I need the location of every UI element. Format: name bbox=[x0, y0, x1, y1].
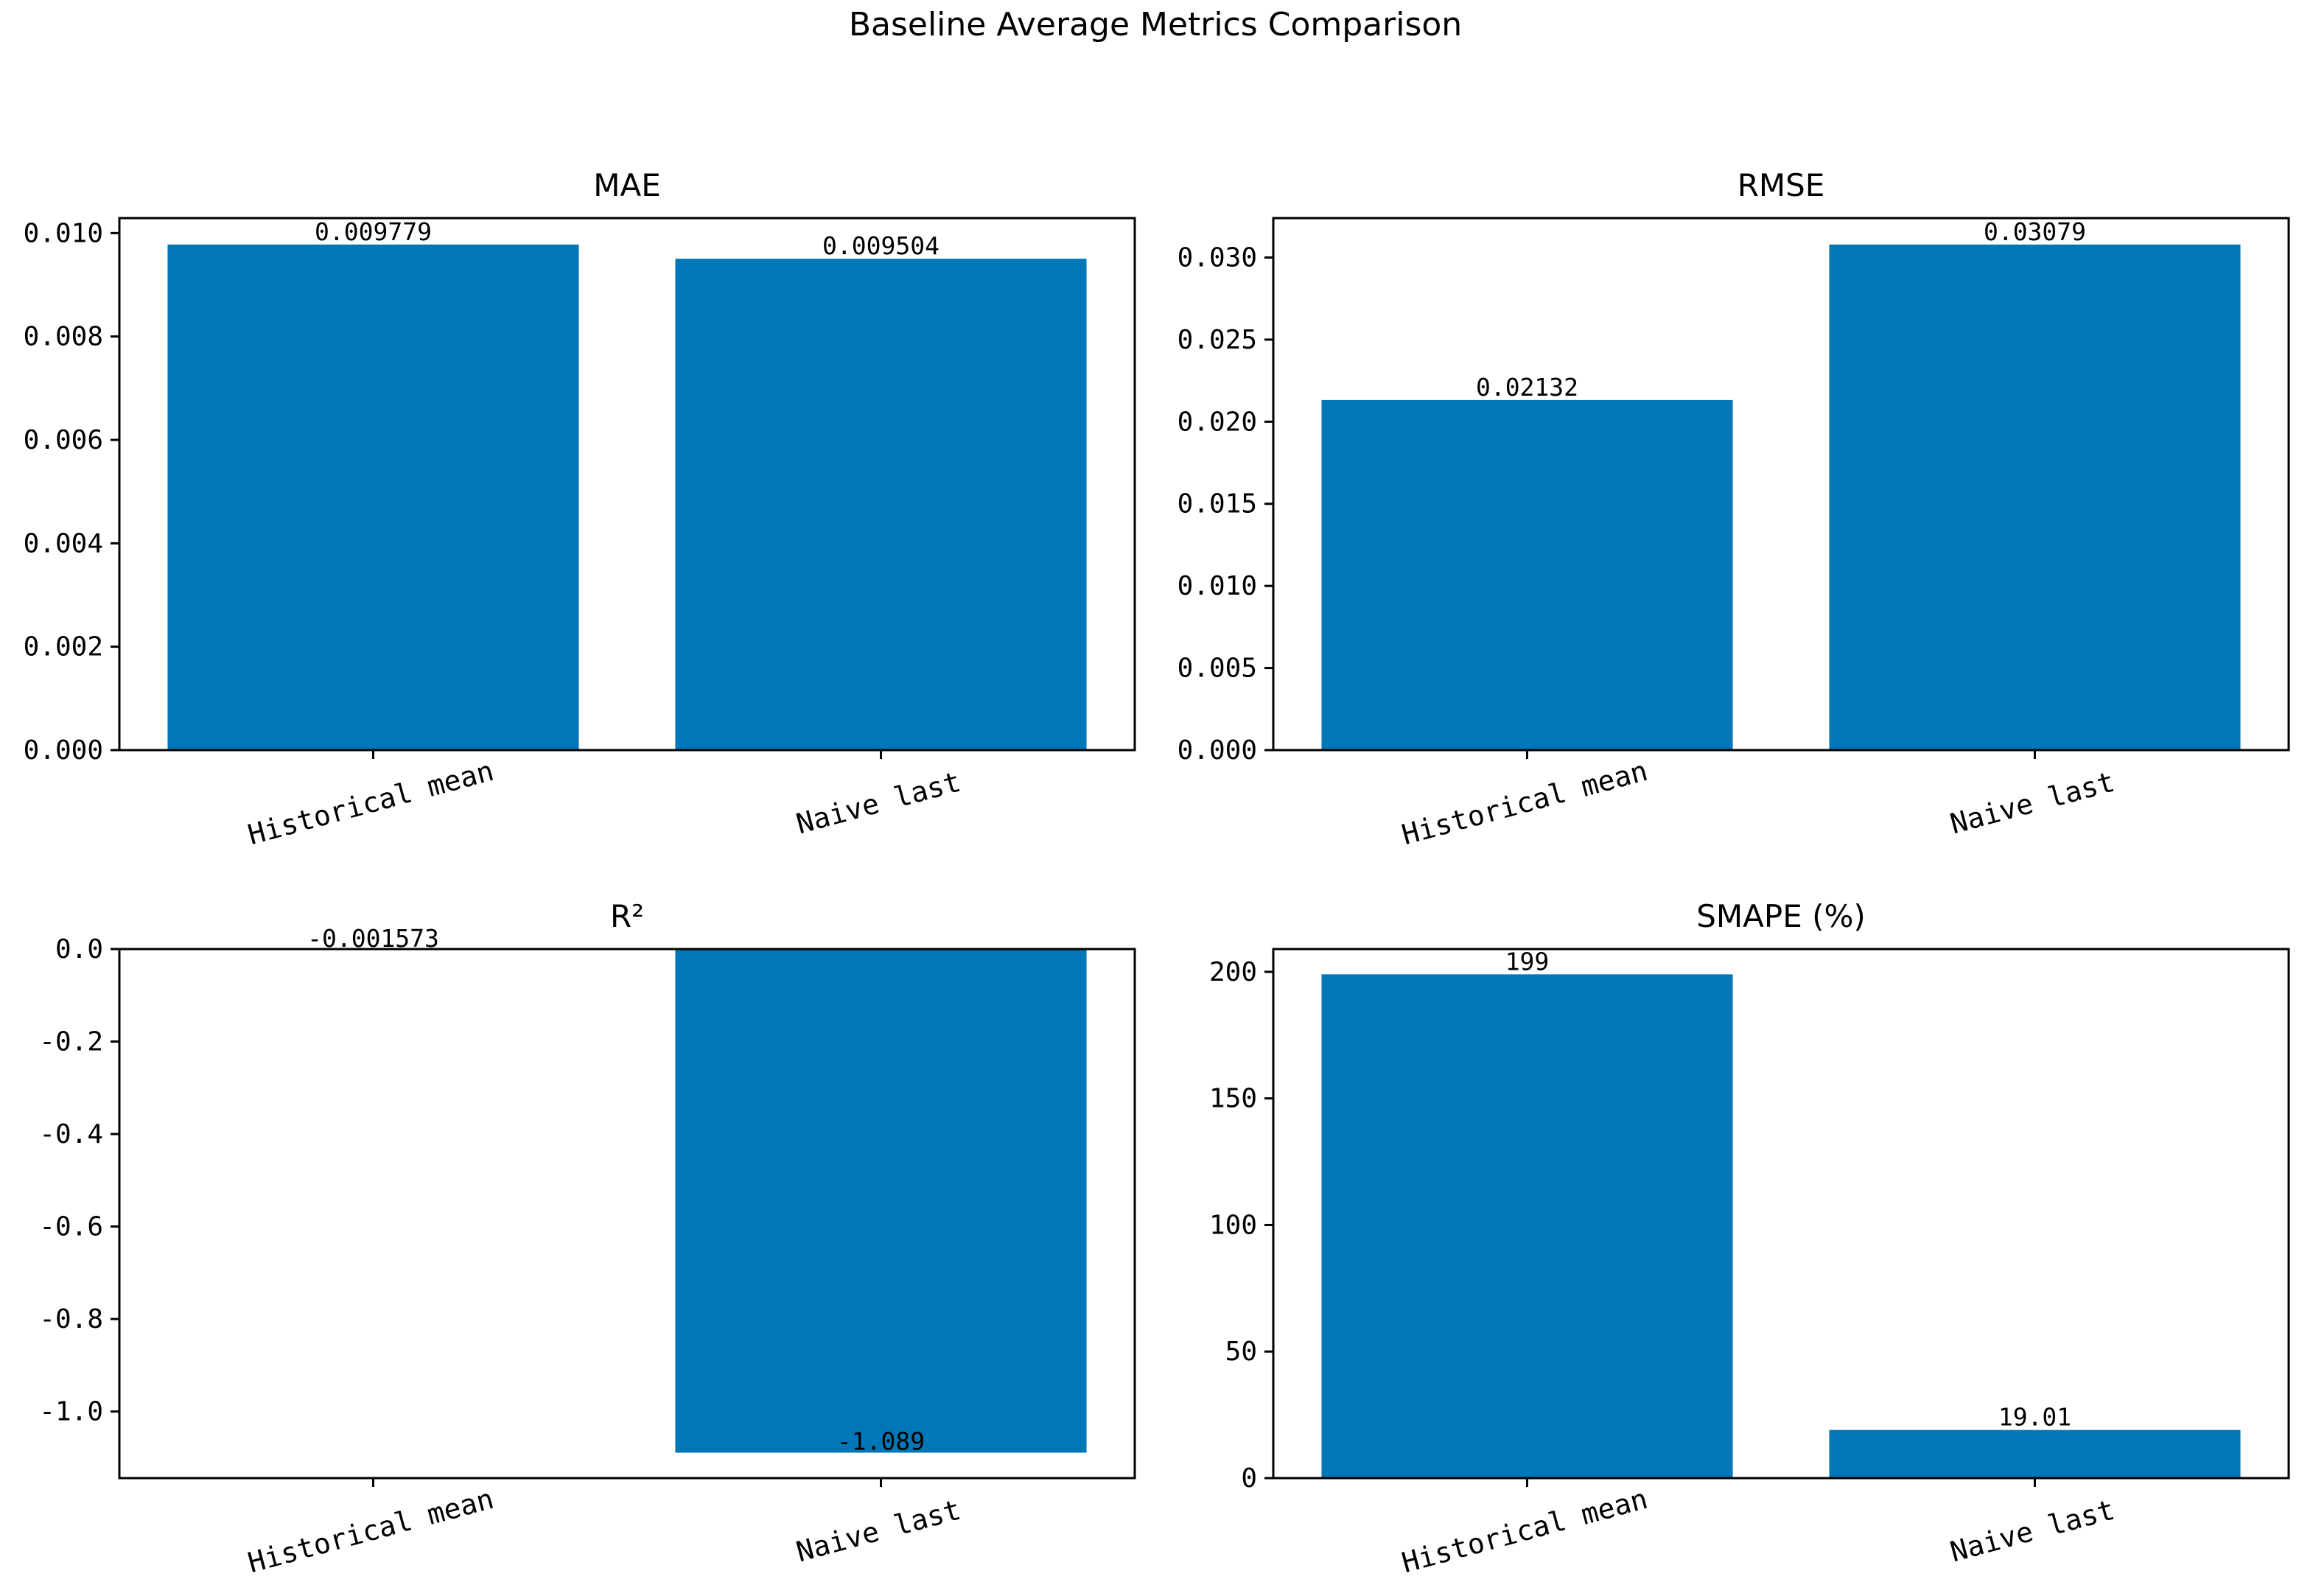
figure-title: Baseline Average Metrics Comparison bbox=[849, 6, 1462, 43]
subplot-title-3: SMAPE (%) bbox=[1696, 898, 1866, 934]
subplots: 0.009779 0.0095040.0000.0020.0040.0060.00… bbox=[24, 167, 2290, 1579]
axes-frame-2 bbox=[118, 948, 1136, 1480]
bar-0-0 bbox=[167, 244, 579, 750]
subplot-title-0: MAE bbox=[593, 167, 661, 203]
ytick-label-2-4: -0.8 bbox=[39, 1304, 103, 1334]
ytick-label-2-0: 0.0 bbox=[55, 934, 103, 965]
ytick-label-1-0: 0.000 bbox=[1178, 735, 1257, 766]
xtick-label-1-0: Historical mean bbox=[1399, 755, 1651, 851]
data-label-3-1: 19.01 bbox=[1998, 1403, 2071, 1432]
subplot-title-2: R² bbox=[610, 898, 644, 934]
ytick-label-3-0: 0 bbox=[1241, 1463, 1257, 1494]
subplot-title-1: RMSE bbox=[1738, 167, 1825, 203]
xtick-label-3-1: Naive last bbox=[1947, 1494, 2118, 1569]
ytick-label-3-4: 200 bbox=[1209, 957, 1257, 987]
xtick-label-3-0: Historical mean bbox=[1399, 1483, 1651, 1579]
ytick-label-0-3: 0.006 bbox=[24, 425, 103, 455]
ytick-label-3-2: 100 bbox=[1209, 1210, 1257, 1240]
subplot-2: -0.001573 -1.089 0.0 -0.2 -0.4 -0.6 -0.8 -1.0 Hi… bbox=[39, 898, 1136, 1579]
bar-1-1 bbox=[1829, 244, 2241, 750]
bar-3-0 bbox=[1321, 974, 1733, 1478]
data-label-2-1: -1.089 bbox=[837, 1427, 925, 1455]
ytick-label-1-6: 0.030 bbox=[1178, 242, 1257, 273]
bar-0-1 bbox=[675, 259, 1087, 750]
ytick-label-1-3: 0.015 bbox=[1178, 489, 1257, 519]
data-label-2-0: -0.001573 bbox=[307, 924, 439, 953]
axes-frame-0 bbox=[118, 217, 1136, 752]
ytick-label-0-2: 0.004 bbox=[24, 528, 103, 559]
xtick-label-2-1: Naive last bbox=[793, 1494, 964, 1569]
ytick-label-1-4: 0.020 bbox=[1178, 407, 1257, 437]
ytick-label-2-2: -0.4 bbox=[39, 1119, 103, 1149]
subplot-1: 0.02132 0.03079 0.000 0.005 0.010 0.015 0.020 0… bbox=[1178, 167, 2290, 851]
bar-2-1 bbox=[675, 949, 1087, 1453]
ytick-label-3-1: 50 bbox=[1225, 1337, 1257, 1367]
ytick-label-2-3: -0.6 bbox=[39, 1212, 103, 1242]
axes-frame-1 bbox=[1272, 217, 2290, 752]
ytick-label-1-5: 0.025 bbox=[1178, 325, 1257, 355]
xtick-label-0-0: Historical mean bbox=[245, 755, 497, 851]
subplot-0: 0.009779 0.009504 0.000 0.002 0.004 0.006 0.00… bbox=[24, 167, 1136, 851]
ytick-label-2-1: -0.2 bbox=[39, 1027, 103, 1057]
ytick-label-1-1: 0.005 bbox=[1178, 654, 1257, 684]
ytick-label-0-0: 0.000 bbox=[24, 735, 103, 766]
xtick-label-2-0: Historical mean bbox=[245, 1483, 497, 1579]
data-label-1-0: 0.02132 bbox=[1476, 373, 1578, 402]
xtick-label-0-1: Naive last bbox=[793, 766, 964, 841]
ytick-label-2-5: -1.0 bbox=[39, 1397, 103, 1427]
bar-1-0 bbox=[1321, 399, 1733, 750]
data-label-0-0: 0.009779 bbox=[315, 217, 432, 246]
data-label-1-1: 0.03079 bbox=[1984, 217, 2086, 246]
ytick-label-1-2: 0.010 bbox=[1178, 571, 1257, 601]
bar-3-1 bbox=[1829, 1429, 2241, 1478]
ytick-label-0-5: 0.010 bbox=[24, 218, 103, 248]
ytick-label-0-1: 0.002 bbox=[24, 632, 103, 662]
ytick-label-3-3: 150 bbox=[1209, 1084, 1257, 1114]
data-label-3-0: 199 bbox=[1505, 947, 1550, 976]
xtick-label-1-1: Naive last bbox=[1947, 766, 2118, 841]
subplot-3: 199 19.01 0 50 100 150 200 Historical mean Naive… bbox=[1209, 898, 2290, 1579]
ytick-label-0-4: 0.008 bbox=[24, 322, 103, 352]
data-label-0-1: 0.009504 bbox=[822, 231, 939, 260]
axes-frame-3 bbox=[1272, 948, 2290, 1480]
